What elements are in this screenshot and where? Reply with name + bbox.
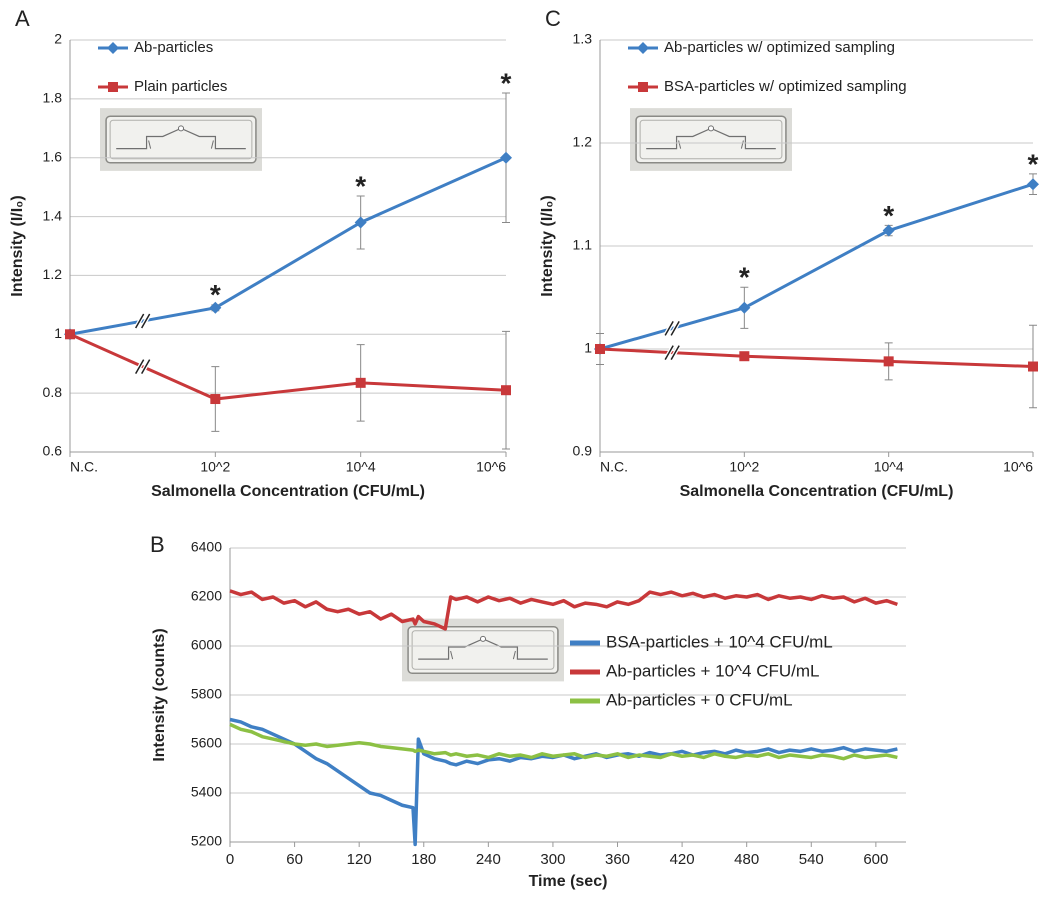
x-tick-label: 120	[347, 851, 372, 868]
significance-mark: *	[210, 279, 221, 310]
significance-mark: *	[1028, 148, 1039, 179]
x-tick-label: 0	[226, 851, 234, 868]
marker	[1028, 361, 1038, 372]
series-line	[69, 156, 507, 336]
device-inset	[100, 108, 262, 171]
marker	[883, 356, 894, 367]
y-axis-title: Intensity (I/I₀)	[539, 195, 556, 296]
marker	[65, 329, 75, 340]
significance-mark: *	[501, 67, 512, 98]
break-mark	[135, 313, 145, 329]
marker	[738, 301, 751, 314]
device-inset	[630, 108, 792, 171]
x-tick-label: 10^6	[1003, 459, 1033, 475]
series-line	[69, 332, 507, 401]
y-tick-label: 1.8	[43, 90, 63, 106]
legend-label: BSA-particles w/ optimized sampling	[664, 78, 907, 95]
y-tick-label: 5800	[191, 686, 222, 702]
marker	[1027, 178, 1039, 191]
x-tick-label: 10^4	[874, 459, 904, 475]
legend-label: Ab-particles + 10^4 CFU/mL	[606, 661, 819, 680]
marker	[595, 344, 605, 354]
x-tick-label: 10^6	[476, 459, 506, 475]
legend-label: Ab-particles w/ optimized sampling	[664, 39, 895, 56]
break-mark	[141, 313, 151, 329]
marker	[354, 216, 367, 229]
x-tick-label: N.C.	[70, 459, 98, 475]
y-axis-title: Intensity (I/I₀)	[9, 195, 26, 296]
significance-mark: *	[355, 170, 366, 201]
marker	[637, 42, 649, 54]
x-tick-label: 300	[540, 851, 565, 868]
y-tick-label: 1.3	[573, 31, 593, 47]
x-tick-label: 60	[286, 851, 303, 868]
x-axis-title: Salmonella Concentration (CFU/mL)	[151, 483, 425, 500]
series-line	[229, 589, 898, 631]
y-tick-label: 0.9	[573, 443, 593, 459]
marker	[882, 224, 895, 237]
y-tick-label: 1.2	[573, 134, 593, 150]
x-tick-label: 10^2	[200, 459, 230, 475]
marker	[500, 151, 512, 164]
series-line	[599, 347, 1034, 369]
panel-label: C	[545, 6, 561, 31]
break-mark	[670, 345, 680, 360]
x-tick-label: 360	[605, 851, 630, 868]
x-tick-label: 600	[863, 851, 888, 868]
marker	[739, 351, 750, 362]
y-axis-title: Intensity (counts)	[151, 628, 168, 761]
break-mark	[670, 321, 680, 336]
marker	[355, 377, 366, 388]
y-tick-label: 0.6	[43, 443, 63, 459]
x-axis-title: Salmonella Concentration (CFU/mL)	[680, 483, 954, 500]
marker	[107, 42, 119, 54]
y-tick-label: 1	[584, 340, 592, 356]
marker	[210, 394, 221, 405]
y-tick-label: 1.4	[43, 207, 63, 223]
marker	[501, 385, 511, 396]
device-inset	[402, 617, 564, 683]
x-tick-label: 420	[670, 851, 695, 868]
marker	[209, 301, 222, 314]
x-tick-label: 10^2	[729, 459, 759, 475]
significance-mark: *	[883, 200, 894, 231]
legend-label: Ab-particles	[134, 39, 213, 56]
x-tick-label: 480	[734, 851, 759, 868]
y-tick-label: 5400	[191, 784, 222, 800]
series-line	[599, 182, 1034, 351]
x-tick-label: 240	[476, 851, 501, 868]
break-mark	[664, 321, 674, 336]
y-tick-label: 1	[54, 325, 62, 341]
series-line	[229, 722, 898, 761]
significance-mark: *	[739, 262, 750, 293]
y-tick-label: 1.1	[573, 237, 593, 253]
panel-label: A	[15, 6, 30, 31]
x-tick-label: 10^4	[346, 459, 376, 475]
x-tick-label: 180	[411, 851, 436, 868]
y-tick-label: 6200	[191, 588, 222, 604]
series-line	[229, 717, 898, 847]
y-tick-label: 1.6	[43, 148, 63, 164]
break-mark	[141, 359, 151, 375]
x-tick-label: 540	[799, 851, 824, 868]
legend-label: Ab-particles + 0 CFU/mL	[606, 690, 793, 709]
y-tick-label: 6400	[191, 539, 222, 555]
marker	[108, 82, 118, 92]
break-mark	[135, 359, 145, 375]
y-tick-label: 5600	[191, 735, 222, 751]
x-axis-title: Time (sec)	[529, 873, 608, 890]
break-mark	[664, 345, 674, 360]
y-tick-label: 6000	[191, 637, 222, 653]
panel-label: B	[150, 532, 165, 557]
legend-label: BSA-particles + 10^4 CFU/mL	[606, 632, 833, 651]
marker	[638, 82, 648, 92]
x-tick-label: N.C.	[600, 459, 628, 475]
y-tick-label: 1.2	[43, 266, 63, 282]
y-tick-label: 5200	[191, 833, 222, 849]
legend-label: Plain particles	[134, 78, 227, 95]
y-tick-label: 2	[54, 31, 62, 47]
y-tick-label: 0.8	[43, 384, 63, 400]
